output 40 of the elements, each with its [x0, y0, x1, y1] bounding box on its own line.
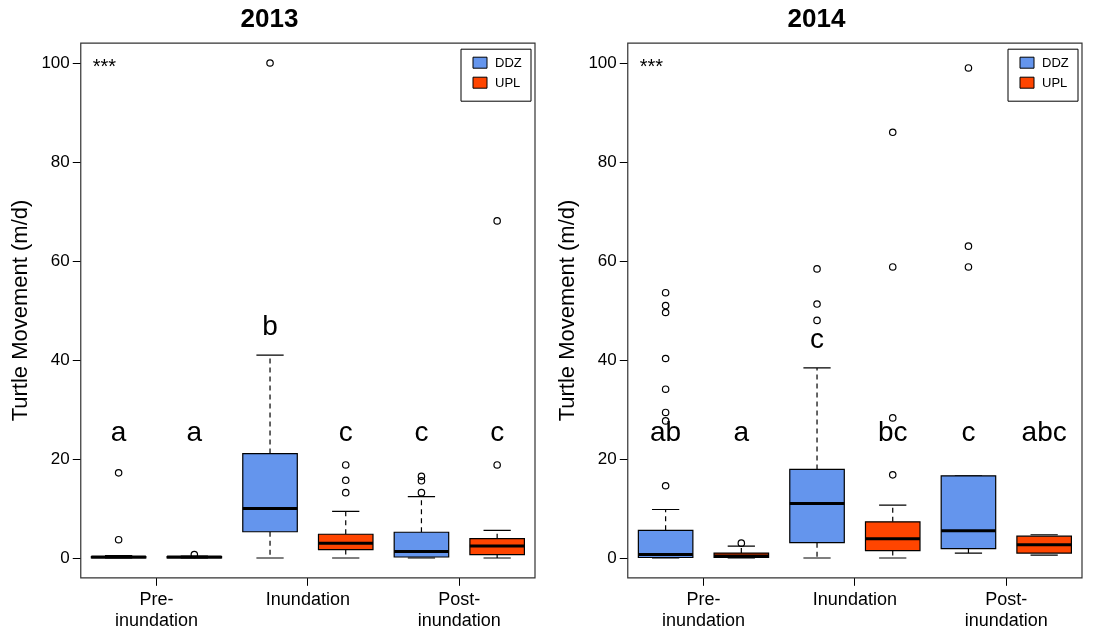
annotation: c: [338, 416, 353, 448]
annotation: c: [961, 416, 976, 448]
y-tick-label: 0: [607, 547, 617, 567]
y-tick-label: 20: [597, 448, 617, 468]
chart-title: 2013: [240, 2, 299, 33]
annotation: a: [186, 416, 203, 448]
y-tick-label: 60: [597, 250, 617, 270]
annotation: abc: [1021, 416, 1067, 448]
legend-label: UPL: [1042, 74, 1068, 90]
annotation: a: [733, 416, 750, 448]
x-tick-label: Pre- inundation: [114, 588, 199, 631]
y-tick-label: 80: [50, 151, 70, 171]
y-axis-title: Turtle Movement (m/d): [7, 199, 33, 422]
annotation: ***: [639, 54, 664, 77]
y-tick-label: 100: [41, 52, 70, 72]
x-tick-label: Pre- inundation: [661, 588, 746, 631]
annotation: ab: [650, 416, 682, 448]
annotation: c: [414, 416, 429, 448]
y-tick-label: 40: [597, 349, 617, 369]
y-tick-label: 40: [50, 349, 70, 369]
legend-label: DDZ: [1042, 54, 1069, 70]
y-tick-label: 80: [597, 151, 617, 171]
legend-label: DDZ: [495, 54, 522, 70]
legend-label: UPL: [495, 74, 521, 90]
annotation: c: [810, 322, 825, 354]
x-tick-label: Post- inundation: [964, 588, 1048, 631]
annotation: c: [490, 416, 505, 448]
annotation: b: [262, 309, 278, 341]
x-tick-label: Inundation: [265, 588, 350, 609]
y-axis-title: Turtle Movement (m/d): [554, 199, 580, 422]
annotation: bc: [877, 416, 908, 448]
x-tick-label: Post- inundation: [417, 588, 501, 631]
x-tick-label: Inundation: [812, 588, 897, 609]
y-tick-label: 0: [60, 547, 70, 567]
y-tick-label: 60: [50, 250, 70, 270]
chart-title: 2014: [787, 2, 846, 33]
annotation: a: [110, 416, 127, 448]
y-tick-label: 100: [588, 52, 617, 72]
annotation: ***: [92, 54, 117, 77]
y-tick-label: 20: [50, 448, 70, 468]
